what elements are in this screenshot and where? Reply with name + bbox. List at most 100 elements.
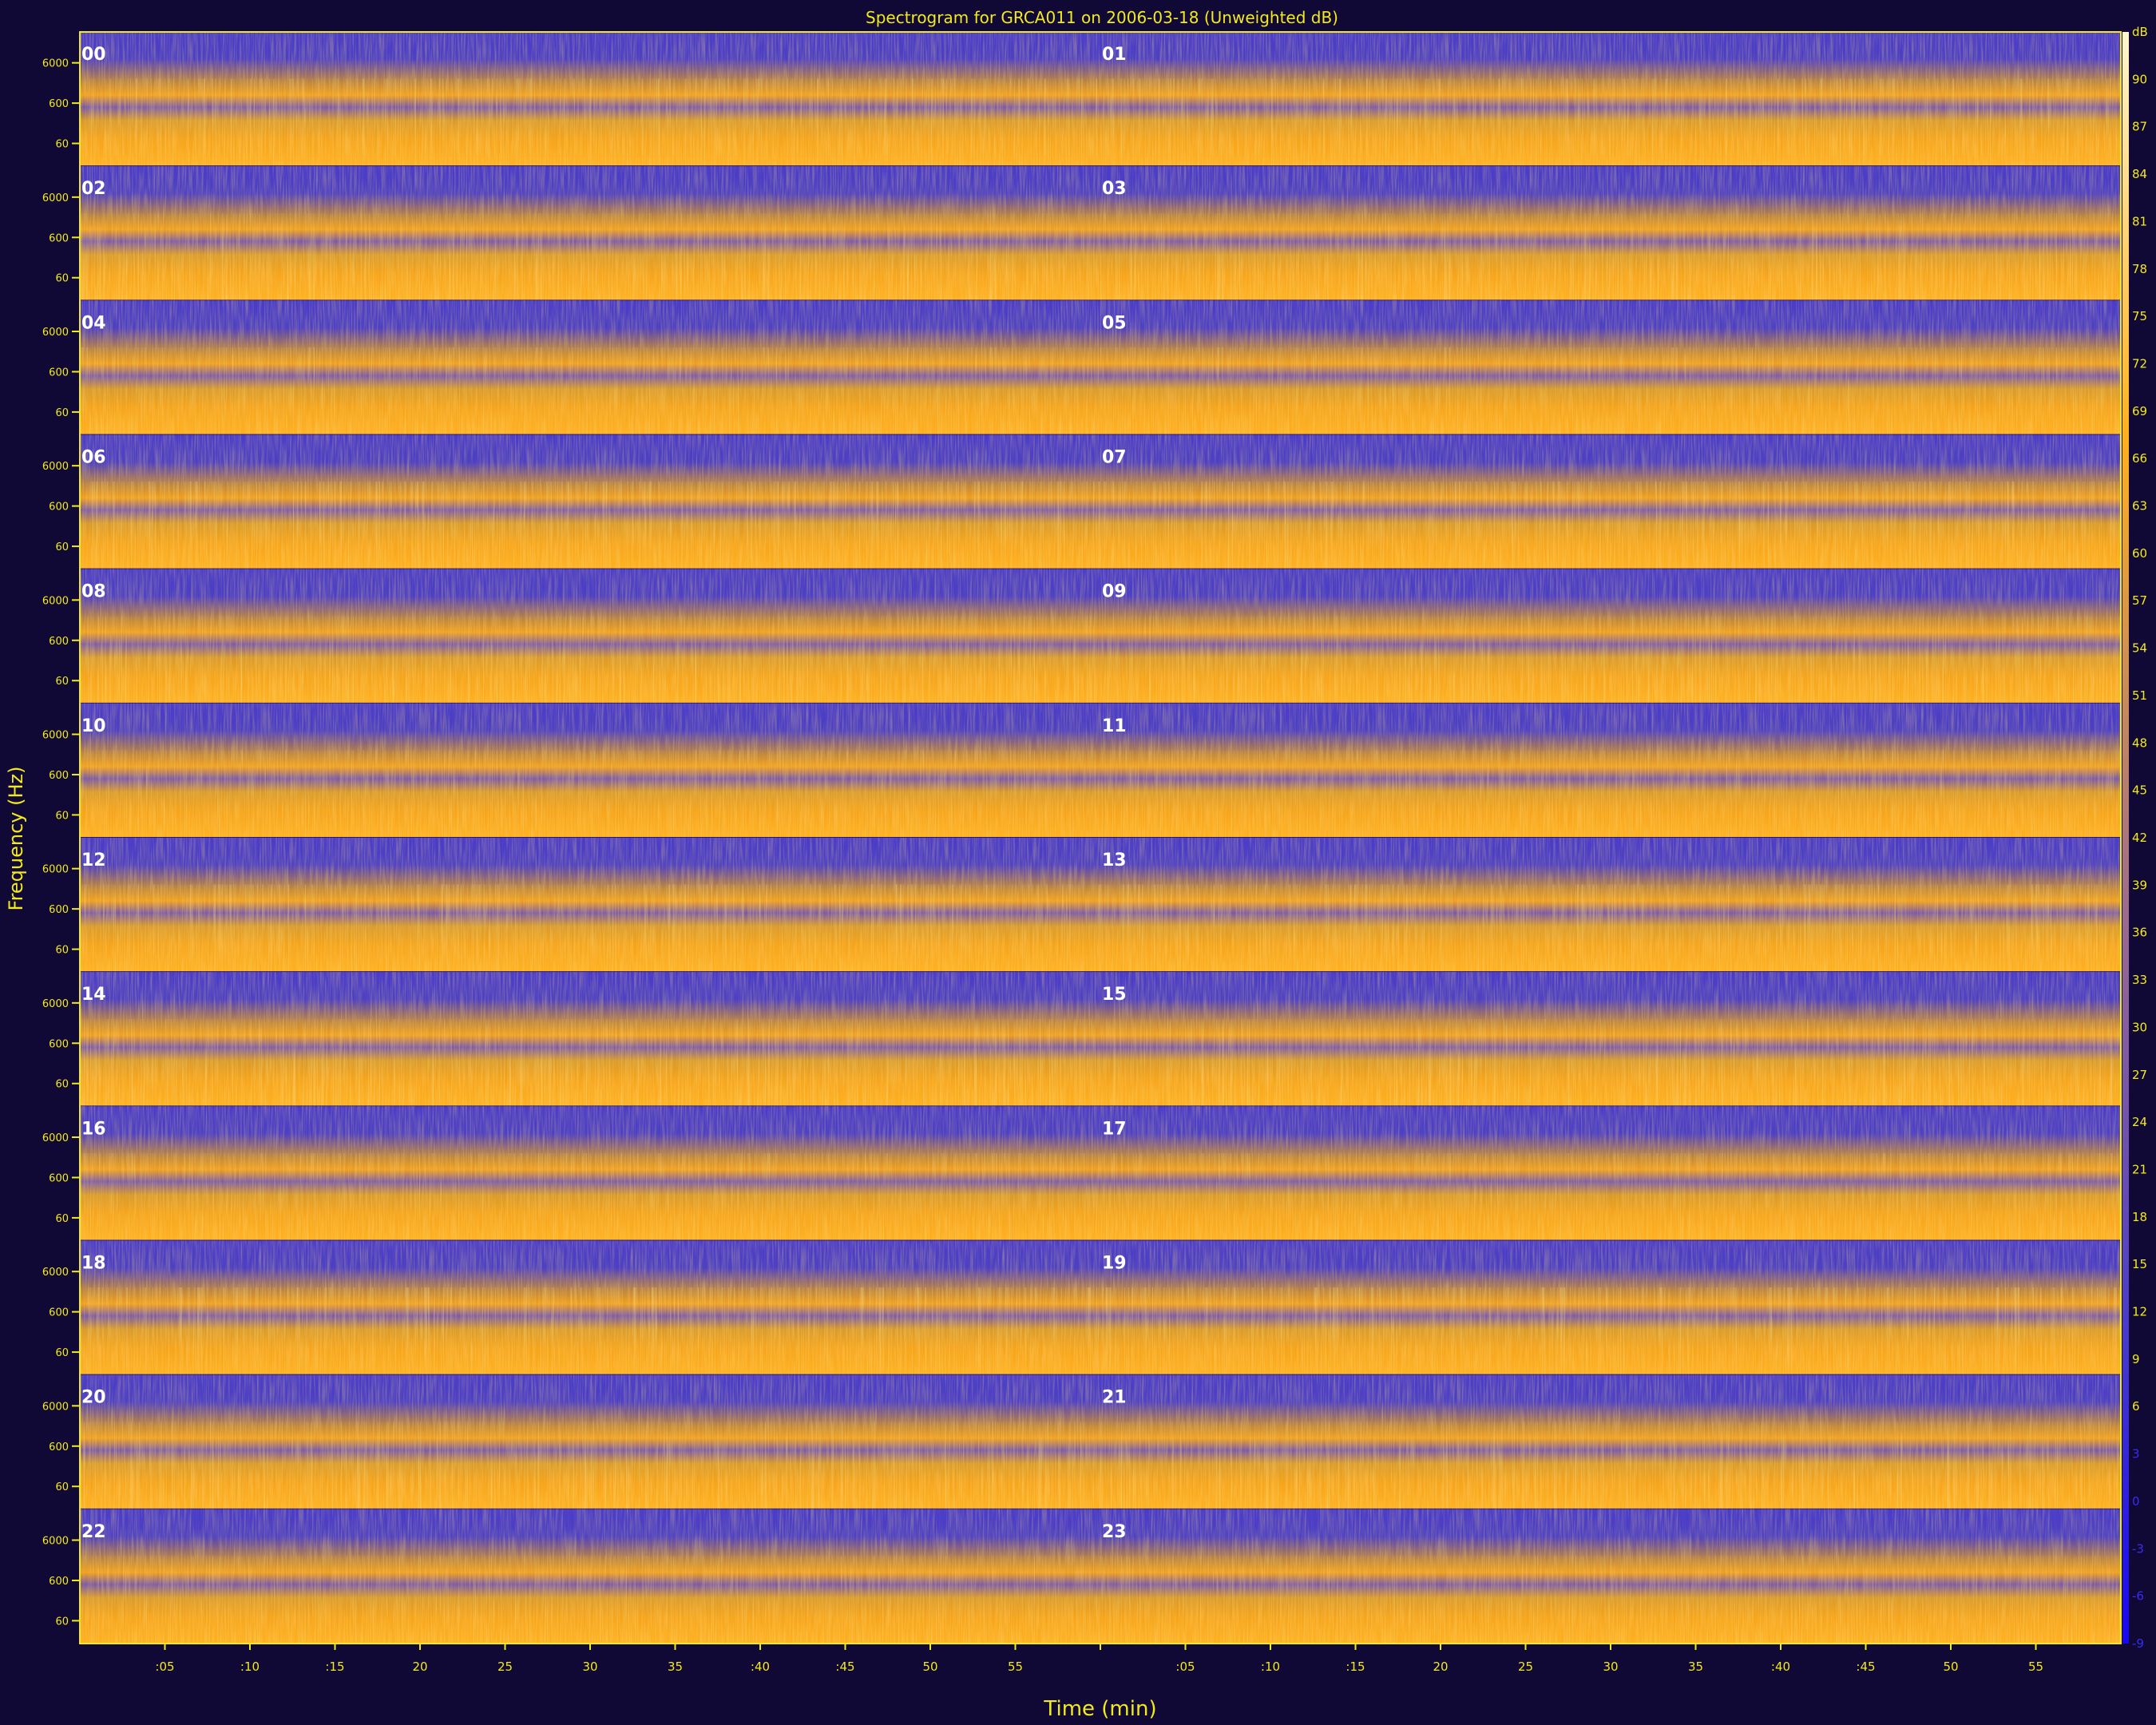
y-tick-label: 600 (49, 1307, 69, 1319)
x-axis: :05:10:15 20 25 30 35:40:45 50 55:05:10:15 20 25… (155, 1644, 2043, 1674)
colorbar-strip (2122, 32, 2129, 1644)
spectrogram-streaks (80, 884, 2121, 973)
spectrogram-streaks (80, 347, 2121, 435)
y-tick-label: 60 (55, 541, 69, 553)
spectrogram-row: 04 05 6000 600 60 (42, 300, 2121, 436)
spectrogram-streaks (80, 1287, 2121, 1375)
spectrogram-row: 00 01 6000 600 60 (42, 32, 2121, 168)
colorbar-tick-label: 90 (2132, 72, 2147, 86)
y-tick-label: 6000 (42, 461, 69, 473)
colorbar-tick-label: 0 (2132, 1494, 2140, 1509)
spectrogram-row: 16 17 6000 600 60 (42, 1106, 2121, 1242)
y-axis-label: Frequency (Hz) (5, 767, 27, 911)
hour-label: 08 (81, 582, 106, 602)
colorbar-tick-label: 3 (2132, 1447, 2140, 1461)
y-tick-label: 600 (49, 98, 69, 110)
colorbar-tick-label: 84 (2132, 167, 2147, 181)
colorbar-tick-label: 24 (2132, 1115, 2147, 1129)
x-tick-label: 35 (1688, 1660, 1703, 1674)
hour-label: 11 (1102, 716, 1127, 736)
hour-label: 22 (81, 1522, 106, 1542)
spectrogram-streaks (80, 1153, 2121, 1241)
spectrogram-row: 02 03 6000 600 60 (42, 166, 2121, 302)
x-tick-label: :45 (1856, 1660, 1875, 1674)
y-tick-label: 6000 (42, 1401, 69, 1413)
colorbar-tick-label: 21 (2132, 1162, 2147, 1176)
spectrogram-streaks (80, 482, 2121, 569)
x-tick-label: :40 (751, 1660, 770, 1674)
hour-label: 21 (1102, 1388, 1127, 1408)
colorbar-tick-label: -3 (2132, 1541, 2144, 1556)
y-tick-label: 60 (55, 945, 69, 957)
spectrogram-row: 20 21 6000 600 60 (42, 1374, 2121, 1510)
hour-label: 09 (1102, 582, 1127, 602)
colorbar-tick-label: 51 (2132, 688, 2147, 703)
y-tick-label: 6000 (42, 595, 69, 607)
hour-label: 13 (1102, 851, 1127, 870)
chart-title: Spectrogram for GRCA011 on 2006-03-18 (U… (866, 8, 1338, 27)
y-tick-label: 6000 (42, 327, 69, 339)
spectrogram-row: 14 15 6000 600 60 (42, 972, 2121, 1108)
colorbar-tick-label: 48 (2132, 736, 2147, 750)
hour-label: 15 (1102, 985, 1127, 1005)
hour-label: 04 (81, 313, 106, 333)
x-tick-label: 50 (922, 1660, 937, 1674)
x-tick-label: :05 (155, 1660, 174, 1674)
x-tick-label: :45 (835, 1660, 854, 1674)
hour-label: 23 (1102, 1522, 1127, 1542)
hour-label: 19 (1102, 1254, 1127, 1274)
colorbar-tick-label: 75 (2132, 309, 2147, 323)
colorbar-tick-label: 15 (2132, 1257, 2147, 1271)
spectrogram-streaks (80, 750, 2121, 838)
x-tick-label: 55 (2028, 1660, 2043, 1674)
x-tick-label: 20 (1433, 1660, 1448, 1674)
colorbar-tick-label: 66 (2132, 451, 2147, 466)
y-tick-label: 6000 (42, 1267, 69, 1279)
y-tick-label: 600 (49, 502, 69, 514)
hour-label: 20 (81, 1388, 106, 1408)
y-tick-label: 6000 (42, 192, 69, 204)
spectrogram-row: 22 23 6000 600 60 (42, 1509, 2121, 1644)
y-tick-label: 60 (55, 139, 69, 151)
x-tick-label: 50 (1943, 1660, 1958, 1674)
x-tick-label: :15 (1346, 1660, 1365, 1674)
spectrogram-streaks (80, 616, 2121, 704)
spectrogram-streaks (80, 213, 2121, 301)
y-tick-label: 6000 (42, 864, 69, 876)
y-tick-label: 60 (55, 1213, 69, 1225)
y-tick-label: 600 (49, 1038, 69, 1050)
spectrogram-streaks (80, 78, 2121, 167)
y-tick-label: 600 (49, 1576, 69, 1588)
y-tick-label: 600 (49, 1441, 69, 1453)
hour-label: 12 (81, 851, 106, 870)
colorbar: dB90878481787572696663605754514845423936… (2122, 25, 2148, 1651)
x-tick-label: 20 (412, 1660, 427, 1674)
spectrogram-row: 18 19 6000 600 60 (42, 1240, 2121, 1376)
y-tick-label: 6000 (42, 730, 69, 742)
colorbar-tick-label: -6 (2132, 1589, 2144, 1604)
colorbar-tick-label: 78 (2132, 262, 2147, 276)
x-tick-label: 55 (1008, 1660, 1023, 1674)
colorbar-tick-label: 36 (2132, 926, 2147, 940)
hour-label: 14 (81, 985, 106, 1005)
y-tick-label: 60 (55, 407, 69, 419)
x-tick-label: 30 (1603, 1660, 1618, 1674)
colorbar-tick-label: 9 (2132, 1352, 2140, 1366)
spectrogram-streaks (80, 1556, 2121, 1644)
x-tick-label: :10 (240, 1660, 260, 1674)
y-tick-label: 60 (55, 1347, 69, 1359)
hour-label: 02 (81, 179, 106, 199)
hour-label: 03 (1102, 179, 1127, 199)
x-tick-label: 25 (497, 1660, 513, 1674)
colorbar-tick-label: 81 (2132, 214, 2147, 228)
y-tick-label: 6000 (42, 58, 69, 70)
colorbar-tick-label: 30 (2132, 1020, 2147, 1034)
x-tick-label: :15 (325, 1660, 344, 1674)
hour-label: 07 (1102, 448, 1127, 468)
colorbar-tick-label: 42 (2132, 831, 2147, 845)
hour-label: 05 (1102, 313, 1127, 333)
x-tick-label: 35 (668, 1660, 683, 1674)
colorbar-tick-label: dB (2132, 25, 2148, 39)
hour-label: 00 (81, 45, 106, 65)
